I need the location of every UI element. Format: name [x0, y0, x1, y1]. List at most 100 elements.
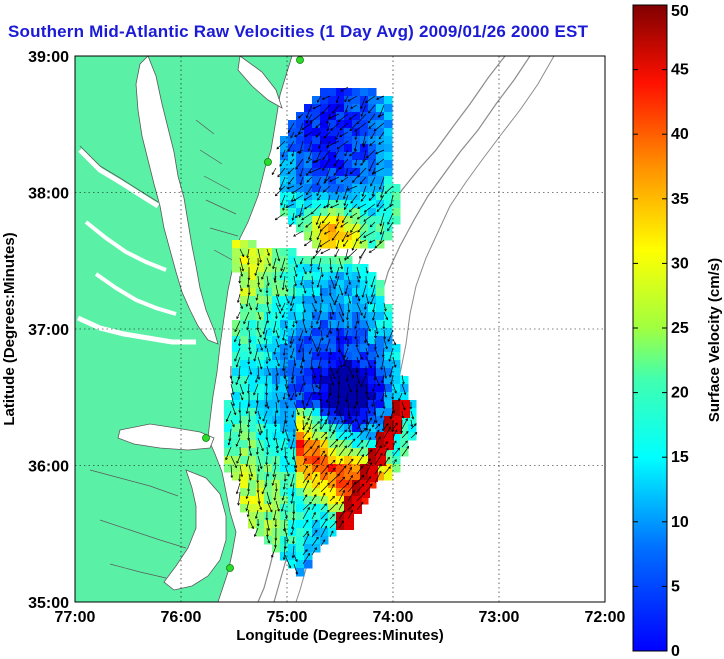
velocity-arrowhead — [360, 312, 363, 316]
velocity-arrow — [374, 436, 381, 448]
velocity-arrowhead — [346, 317, 349, 321]
velocity-arrow — [275, 311, 277, 319]
velocity-cell — [312, 104, 321, 113]
colorbar-tick-label: 5 — [671, 578, 680, 595]
velocity-cell — [248, 352, 257, 361]
velocity-cell — [232, 464, 241, 473]
velocity-arrow — [311, 365, 316, 378]
velocity-cell — [320, 424, 329, 433]
velocity-cell — [256, 376, 265, 385]
velocity-arrowhead — [364, 100, 368, 104]
velocity-cell — [272, 456, 281, 465]
velocity-arrowhead — [331, 312, 335, 315]
velocity-arrowhead — [251, 526, 254, 530]
velocity-cell — [368, 320, 377, 329]
velocity-arrowhead — [335, 100, 339, 104]
velocity-arrow — [230, 419, 235, 427]
velocity-arrowhead — [370, 183, 373, 187]
velocity-arrowhead — [332, 286, 336, 290]
velocity-cell — [384, 456, 393, 465]
velocity-arrowhead — [320, 409, 324, 413]
velocity-cell — [280, 208, 289, 217]
velocity-arrow — [322, 212, 331, 224]
velocity-arrow — [311, 494, 317, 502]
velocity-arrow — [347, 275, 351, 285]
velocity-arrowhead — [272, 474, 276, 478]
velocity-cell — [328, 464, 337, 473]
velocity-arrow — [293, 194, 304, 201]
velocity-arrowhead — [363, 340, 367, 344]
velocity-cell — [352, 232, 361, 241]
velocity-cell — [360, 352, 369, 361]
velocity-cell — [376, 360, 385, 369]
velocity-arrow — [248, 338, 250, 350]
latitude-tick-label: 37:00 — [28, 322, 69, 339]
velocity-arrowhead — [250, 474, 254, 478]
velocity-arrowhead — [355, 370, 359, 374]
velocity-arrowhead — [342, 357, 346, 361]
velocity-arrow — [302, 437, 311, 448]
velocity-cell — [264, 392, 273, 401]
velocity-cell — [272, 304, 281, 313]
velocity-arrowhead — [391, 429, 395, 433]
velocity-cell — [328, 360, 337, 369]
velocity-arrow — [362, 284, 367, 298]
velocity-cell — [320, 520, 329, 529]
velocity-arrow — [284, 338, 287, 346]
velocity-arrowhead — [336, 371, 340, 375]
velocity-arrow — [356, 275, 360, 283]
velocity-cell — [240, 424, 249, 433]
velocity-cell — [344, 192, 353, 201]
velocity-cell — [296, 416, 305, 425]
velocity-arrowhead — [290, 397, 293, 401]
velocity-arrowhead — [315, 125, 319, 129]
velocity-arrowhead — [354, 137, 358, 141]
velocity-cell — [368, 440, 377, 449]
velocity-arrow — [308, 140, 313, 152]
velocity-arrowhead — [311, 315, 315, 319]
velocity-arrow — [292, 149, 295, 157]
velocity-arrowhead — [233, 412, 237, 416]
velocity-cell — [288, 280, 297, 289]
velocity-arrowhead — [328, 293, 332, 296]
velocity-arrow — [362, 131, 367, 146]
velocity-cell — [360, 328, 369, 337]
velocity-cell — [384, 320, 393, 329]
velocity-cell — [280, 368, 289, 377]
velocity-arrow — [266, 401, 269, 409]
velocity-arrowhead — [330, 128, 334, 131]
velocity-cell — [272, 408, 281, 417]
velocity-cell — [352, 136, 361, 145]
velocity-arrowhead — [254, 411, 258, 415]
velocity-cell — [320, 200, 329, 209]
y-axis-label: Latitude (Degrees:Minutes) — [1, 232, 18, 425]
velocity-arrowhead — [279, 275, 283, 279]
velocity-arrowhead — [356, 121, 360, 125]
velocity-cell — [328, 224, 337, 233]
velocity-cell — [296, 520, 305, 529]
velocity-arrow — [311, 547, 317, 556]
velocity-arrowhead — [360, 446, 364, 450]
velocity-arrowhead — [373, 377, 377, 381]
velocity-arrow — [347, 185, 358, 191]
velocity-arrowhead — [357, 174, 360, 178]
velocity-cell — [344, 496, 352, 514]
velocity-cell — [256, 336, 265, 345]
velocity-arrowhead — [343, 207, 347, 210]
velocity-arrowhead — [306, 179, 310, 183]
velocity-cell — [304, 360, 313, 369]
velocity-arrow — [306, 176, 313, 183]
velocity-arrowhead — [298, 215, 302, 218]
velocity-cell — [392, 216, 401, 225]
velocity-cell — [368, 272, 377, 281]
velocity-arrow — [289, 221, 295, 227]
velocity-arrowhead — [362, 419, 366, 423]
velocity-arrow — [356, 230, 367, 241]
velocity-cell — [384, 224, 393, 233]
velocity-arrow — [334, 149, 340, 158]
velocity-arrow — [273, 347, 277, 355]
velocity-cell — [248, 288, 257, 297]
velocity-arrow — [256, 302, 259, 310]
velocity-cell — [328, 272, 337, 281]
velocity-arrowhead — [388, 466, 391, 469]
